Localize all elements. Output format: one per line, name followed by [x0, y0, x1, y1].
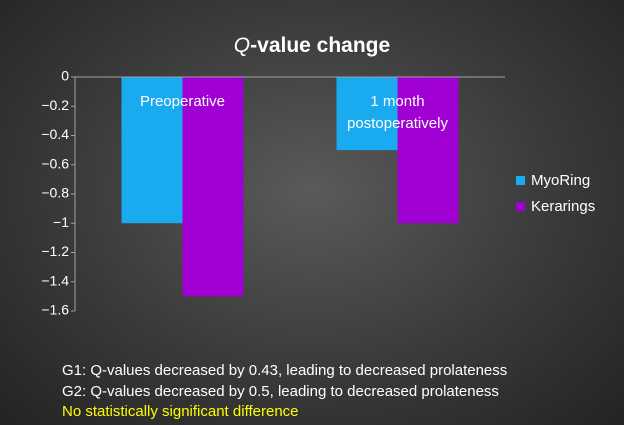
legend-swatch — [516, 202, 525, 211]
note: G1: Q-values decreased by 0.43, leading … — [62, 362, 508, 379]
legend-label: MyoRing — [531, 172, 591, 189]
legend-item: MyoRing — [516, 172, 590, 189]
bar — [397, 77, 459, 224]
y-tick-label: −1.6 — [41, 302, 69, 318]
y-tick-label: −0.6 — [41, 155, 69, 171]
category-label: 1 month postoperatively — [347, 93, 448, 132]
y-tick-label: −0.8 — [41, 185, 69, 201]
y-tick-label: −1 — [53, 214, 69, 230]
highlight-note: No statistically significant difference — [62, 403, 299, 420]
y-tick-label: 0 — [61, 68, 69, 84]
category-label: Preoperative — [139, 93, 226, 110]
y-tick-label: −0.2 — [41, 97, 69, 113]
note: G2: Q-values decreased by 0.5, leading t… — [62, 383, 499, 400]
y-tick-label: −1.2 — [41, 243, 69, 259]
legend-swatch — [516, 176, 525, 185]
y-tick-label: −0.4 — [41, 126, 69, 142]
chart-title: Q-value change — [233, 34, 391, 57]
legend-label: Kerarings — [531, 198, 596, 215]
bar — [121, 77, 183, 224]
legend-item: Kerarings — [516, 198, 595, 215]
bar — [336, 77, 398, 151]
bar — [182, 77, 244, 297]
y-tick-label: −1.4 — [41, 272, 69, 288]
